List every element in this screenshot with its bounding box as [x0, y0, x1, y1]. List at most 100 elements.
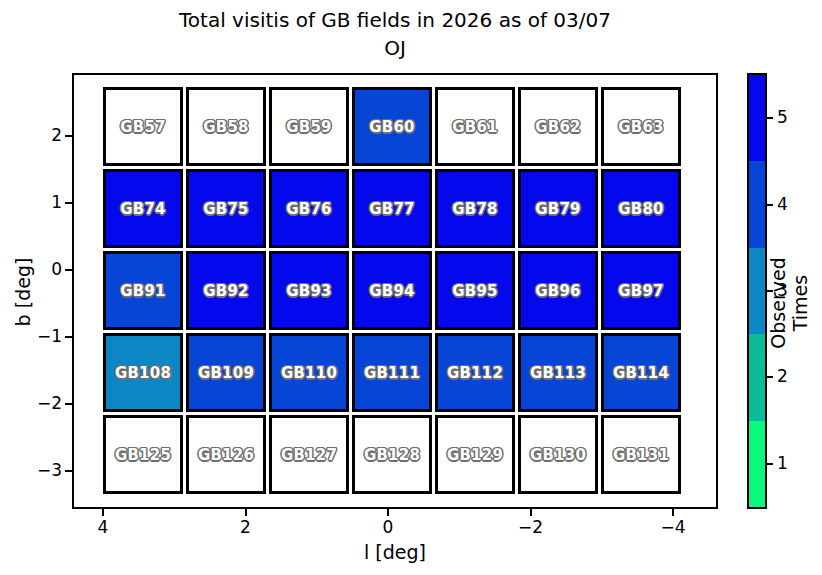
colorbar-segment-1: [749, 421, 765, 507]
y-axis-label: b [deg]: [12, 247, 34, 337]
field-label: GB111: [364, 364, 420, 382]
field-label: GB57: [120, 118, 165, 136]
field-label: GB78: [452, 200, 497, 218]
field-label: GB126: [198, 446, 254, 464]
x-tick-label: 0: [363, 517, 413, 537]
colorbar-tick-label: 1: [777, 453, 803, 473]
y-tick-mark: [65, 403, 72, 405]
field-label: GB131: [613, 446, 669, 464]
y-tick-label: −2: [22, 393, 62, 413]
x-tick-mark: [102, 509, 104, 516]
field-cell-GB92: GB92: [186, 251, 266, 330]
field-label: GB60: [369, 118, 414, 136]
field-cell-GB131: GB131: [601, 415, 681, 494]
colorbar-segment-2: [749, 334, 765, 420]
chart-title: Total visitis of GB fields in 2026 as of…: [72, 6, 718, 62]
field-cell-GB125: GB125: [103, 415, 183, 494]
colorbar-tick-label: 5: [777, 107, 803, 127]
y-tick-mark: [65, 202, 72, 204]
field-label: GB112: [447, 364, 503, 382]
field-cell-GB130: GB130: [518, 415, 598, 494]
colorbar-tick-mark: [767, 117, 773, 119]
field-cell-GB109: GB109: [186, 333, 266, 412]
x-tick-mark: [530, 509, 532, 516]
y-tick-mark: [65, 269, 72, 271]
field-label: GB93: [286, 282, 331, 300]
field-cell-GB75: GB75: [186, 169, 266, 248]
field-cell-GB61: GB61: [435, 87, 515, 166]
field-cell-GB126: GB126: [186, 415, 266, 494]
field-label: GB97: [618, 282, 663, 300]
field-cell-GB91: GB91: [103, 251, 183, 330]
field-cell-GB112: GB112: [435, 333, 515, 412]
field-label: GB62: [535, 118, 580, 136]
field-label: GB58: [203, 118, 248, 136]
chart-title-line1: Total visitis of GB fields in 2026 as of…: [72, 6, 718, 34]
colorbar-segment-4: [749, 161, 765, 247]
plot-area: GB57 GB58 GB59 GB60 GB61 GB62 GB63 GB74 GB75 GB76…: [72, 73, 718, 509]
field-cell-GB78: GB78: [435, 169, 515, 248]
field-label: GB94: [369, 282, 414, 300]
x-tick-label: −2: [506, 517, 556, 537]
field-label: GB125: [115, 446, 171, 464]
field-label: GB113: [530, 364, 586, 382]
field-label: GB59: [286, 118, 331, 136]
field-cell-GB128: GB128: [352, 415, 432, 494]
field-cell-GB97: GB97: [601, 251, 681, 330]
colorbar-segment-5: [749, 75, 765, 161]
field-cell-GB108: GB108: [103, 333, 183, 412]
field-cell-GB77: GB77: [352, 169, 432, 248]
colorbar-segment-3: [749, 248, 765, 334]
field-cell-GB110: GB110: [269, 333, 349, 412]
field-cell-GB63: GB63: [601, 87, 681, 166]
field-cell-GB94: GB94: [352, 251, 432, 330]
field-label: GB91: [120, 282, 165, 300]
field-cell-GB93: GB93: [269, 251, 349, 330]
y-tick-mark: [65, 336, 72, 338]
x-tick-mark: [672, 509, 674, 516]
figure: Total visitis of GB fields in 2026 as of…: [0, 0, 822, 575]
x-tick-label: 2: [221, 517, 271, 537]
field-label: GB74: [120, 200, 165, 218]
y-tick-mark: [65, 470, 72, 472]
x-tick-label: 4: [78, 517, 128, 537]
field-cell-GB79: GB79: [518, 169, 598, 248]
field-cell-GB129: GB129: [435, 415, 515, 494]
colorbar-tick-label: 4: [777, 194, 803, 214]
field-cell-GB59: GB59: [269, 87, 349, 166]
y-tick-mark: [65, 135, 72, 137]
field-label: GB75: [203, 200, 248, 218]
chart-title-line2: OJ: [72, 34, 718, 62]
field-cell-GB76: GB76: [269, 169, 349, 248]
field-cell-GB58: GB58: [186, 87, 266, 166]
field-cell-GB62: GB62: [518, 87, 598, 166]
field-cell-GB74: GB74: [103, 169, 183, 248]
colorbar-tick-mark: [767, 376, 773, 378]
y-tick-label: −3: [22, 460, 62, 480]
y-tick-label: 2: [22, 125, 62, 145]
field-cell-GB113: GB113: [518, 333, 598, 412]
field-cell-GB114: GB114: [601, 333, 681, 412]
colorbar-tick-mark: [767, 204, 773, 206]
field-cell-GB60: GB60: [352, 87, 432, 166]
x-tick-label: −4: [648, 517, 698, 537]
colorbar-label: Observed Times: [767, 233, 811, 373]
field-label: GB79: [535, 200, 580, 218]
field-label: GB80: [618, 200, 663, 218]
field-label: GB61: [452, 118, 497, 136]
field-label: GB77: [369, 200, 414, 218]
field-cell-GB111: GB111: [352, 333, 432, 412]
field-label: GB130: [530, 446, 586, 464]
field-label: GB92: [203, 282, 248, 300]
x-tick-mark: [387, 509, 389, 516]
field-label: GB96: [535, 282, 580, 300]
field-cell-GB127: GB127: [269, 415, 349, 494]
field-label: GB109: [198, 364, 254, 382]
field-label: GB110: [281, 364, 337, 382]
field-label: GB128: [364, 446, 420, 464]
field-cell-GB96: GB96: [518, 251, 598, 330]
field-label: GB127: [281, 446, 337, 464]
field-label: GB129: [447, 446, 503, 464]
field-grid: GB57 GB58 GB59 GB60 GB61 GB62 GB63 GB74 GB75 GB76…: [103, 87, 681, 494]
x-axis-label: l [deg]: [72, 541, 718, 563]
